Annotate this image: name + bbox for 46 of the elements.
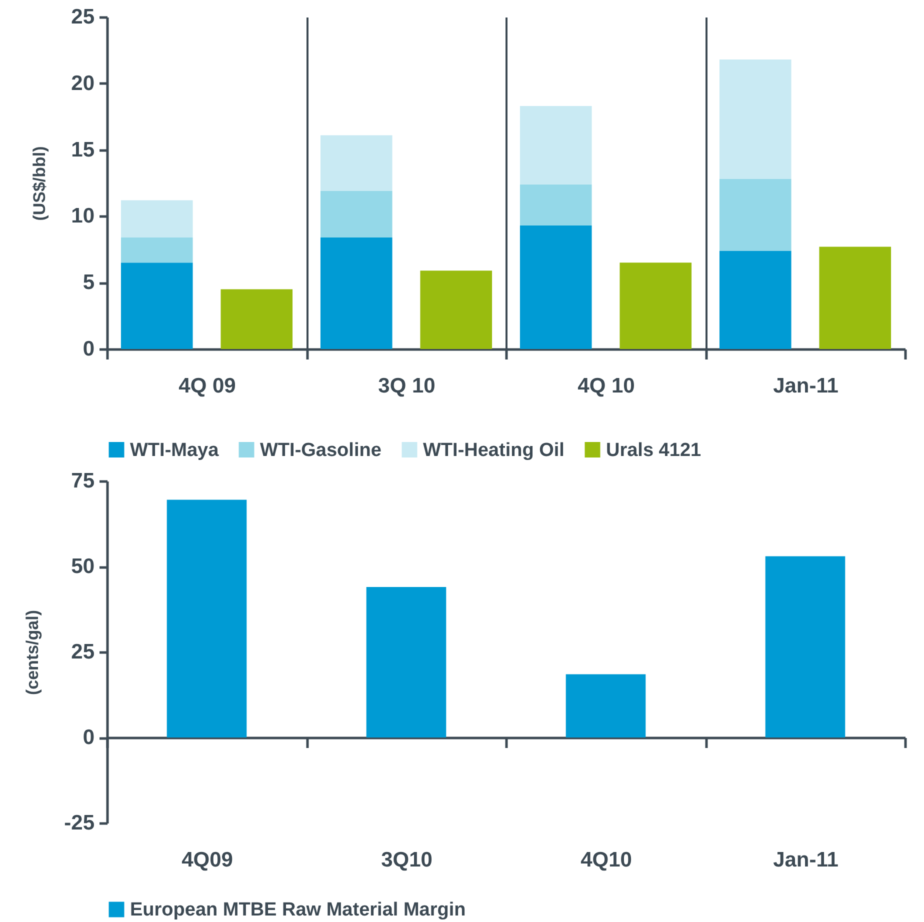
y-tick-label: -25 (64, 812, 95, 834)
bar (719, 59, 792, 180)
x-tick-label: 4Q09 (182, 848, 233, 872)
x-tick-label: 4Q 09 (178, 374, 236, 398)
bar (120, 262, 193, 349)
x-tick-label: 3Q 10 (378, 374, 436, 398)
y-tick-label: 20 (71, 72, 94, 95)
x-tick-label: 4Q10 (580, 848, 632, 872)
legend-label: WTI-Maya (130, 440, 220, 461)
bar (520, 225, 592, 349)
y-tick-label: 15 (71, 138, 95, 162)
bar (120, 200, 193, 238)
bar (220, 289, 293, 349)
legend-label: WTI-Heating Oil (423, 440, 564, 461)
bar (166, 500, 247, 738)
y-tick-label: 25 (71, 640, 95, 664)
bar (719, 250, 792, 349)
x-tick-label: 3Q10 (381, 848, 432, 872)
bar (620, 262, 692, 349)
bar (719, 179, 792, 251)
legend-label: European MTBE Raw Material Margin (130, 900, 466, 920)
y-tick-label: 25 (71, 6, 95, 28)
bar (420, 270, 492, 349)
y-tick-label: 75 (71, 470, 95, 492)
bar (320, 190, 392, 238)
bar (320, 135, 392, 191)
bar (819, 246, 892, 349)
bar (120, 237, 193, 263)
y-tick-label: 10 (71, 204, 94, 228)
y-axis-title: (US$/bbl) (30, 146, 50, 221)
legend-label: Urals 4121 (606, 440, 702, 461)
bar (520, 184, 592, 226)
y-axis-title: (cents/gal) (23, 610, 42, 696)
y-tick-label: 50 (71, 555, 94, 578)
bar (366, 587, 446, 738)
y-tick-label: 0 (82, 726, 94, 749)
bar (520, 106, 592, 184)
bar (566, 674, 646, 738)
legend-label: WTI-Gasoline (260, 440, 382, 461)
y-tick-label: 0 (82, 338, 94, 360)
y-tick-label: 5 (82, 271, 95, 294)
x-tick-label: Jan-11 (773, 374, 839, 398)
bar (320, 237, 392, 349)
x-tick-label: 4Q 10 (578, 374, 635, 398)
x-tick-label: Jan-11 (773, 848, 839, 872)
bar (765, 556, 846, 738)
